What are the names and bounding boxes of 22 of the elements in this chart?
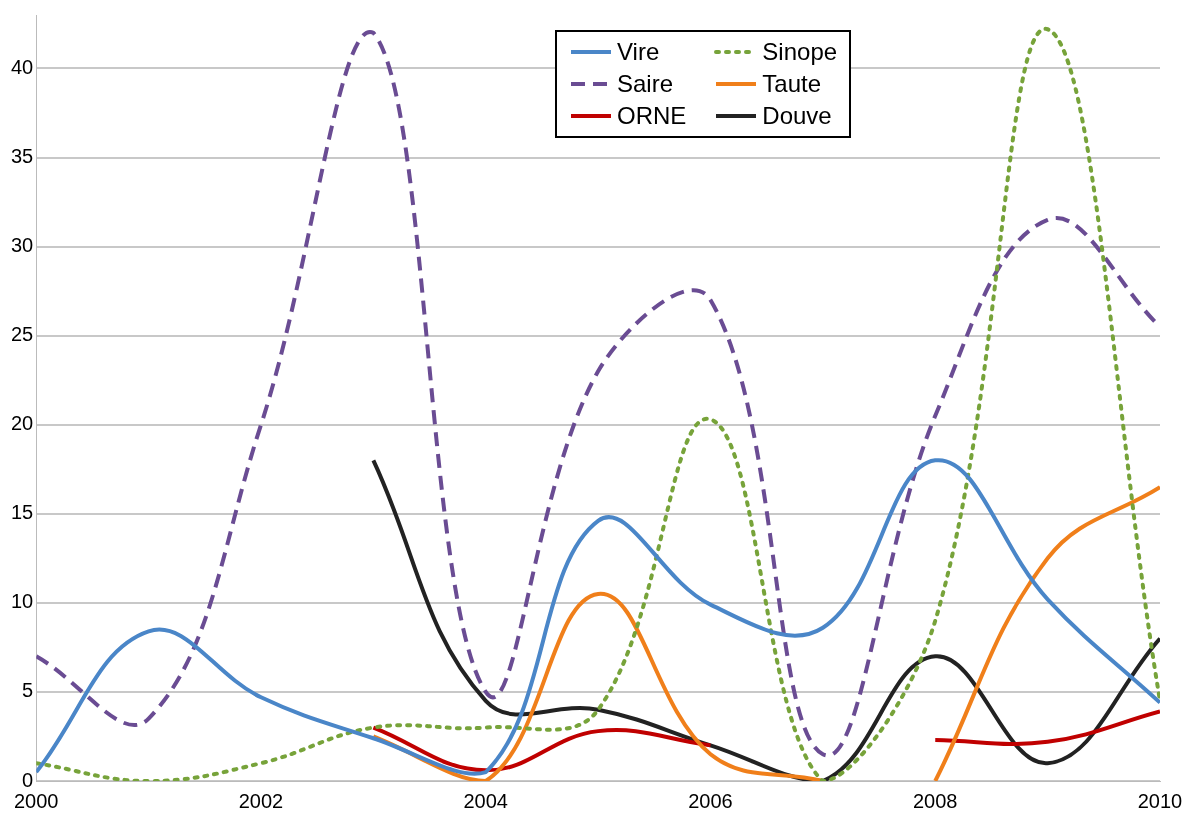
y-tick-label: 20 [11, 412, 34, 435]
y-tick-label: 30 [11, 234, 34, 257]
legend-label: Sinope [762, 38, 838, 66]
y-tick-label: 25 [11, 323, 34, 346]
x-tick-label: 2008 [913, 789, 958, 812]
x-tick-label: 2002 [238, 789, 284, 812]
x-tick-label: 2010 [1137, 789, 1183, 812]
line-series [36, 458, 1160, 776]
legend-label: Vire [617, 38, 660, 66]
legend-label: Saire [617, 70, 674, 98]
y-tick-label: 15 [11, 501, 34, 524]
legend-label: ORNE [617, 102, 687, 130]
x-tick-label: 2004 [463, 789, 508, 812]
y-tick-label: 10 [11, 590, 34, 613]
y-tick-label: 5 [22, 679, 34, 702]
y-tick-label: 40 [11, 55, 34, 78]
y-tick-label: 35 [11, 145, 34, 168]
y-tick-label: 0 [22, 768, 34, 791]
legend-label: Taute [762, 70, 822, 98]
x-tick-label: 2000 [14, 789, 59, 812]
x-tick-label: 2006 [688, 789, 733, 812]
legend-label: Douve [762, 102, 832, 130]
